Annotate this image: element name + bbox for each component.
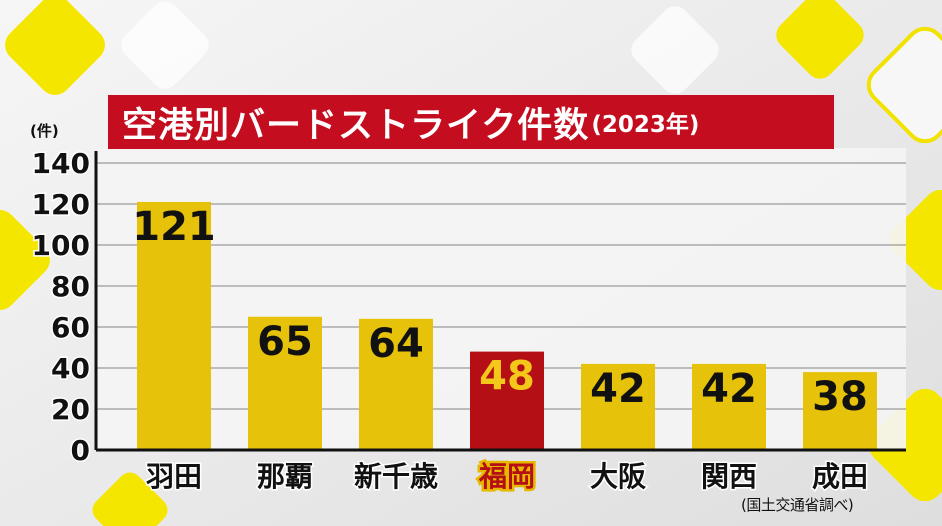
bar xyxy=(359,318,433,450)
y-tick-label: 120 xyxy=(32,188,90,221)
bar xyxy=(470,351,544,450)
y-tick-label: 60 xyxy=(51,311,90,344)
y-axis-ticks: 0 20 40 60 80 100 120 140 xyxy=(30,146,91,469)
bar xyxy=(248,316,322,450)
bar xyxy=(692,363,766,450)
x-category-label: 大阪 xyxy=(590,460,646,493)
bar xyxy=(581,363,655,450)
bar xyxy=(137,201,211,450)
y-tick-label: 0 xyxy=(71,434,90,467)
bar-value-label: 48 xyxy=(479,354,535,400)
y-tick-label: 40 xyxy=(51,352,90,385)
x-axis-labels: 羽田 那覇 新千歳 福岡 大阪 関西 成田 xyxy=(144,458,869,496)
source-note: (国土交通省調べ) xyxy=(741,496,854,514)
chart-title-banner: 空港別バードストライク件数 (2023年) xyxy=(108,95,834,149)
y-tick-label: 140 xyxy=(32,147,90,180)
bar-value-label: 42 xyxy=(590,366,646,412)
bar-value-label: 42 xyxy=(701,366,757,412)
bar-value-label: 121 xyxy=(132,204,216,250)
x-category-label: 那覇 xyxy=(257,460,313,493)
x-category-label: 成田 xyxy=(812,460,868,493)
bars: 121 65 64 48 42 42 38 xyxy=(132,201,877,450)
x-category-label: 羽田 xyxy=(146,460,202,493)
bar-value-label: 38 xyxy=(812,374,868,420)
y-tick-label: 20 xyxy=(51,393,90,426)
bar xyxy=(803,372,877,450)
y-axis-unit-label: (件) xyxy=(30,122,59,140)
chart-title-year: (2023年) xyxy=(591,112,700,138)
chart-title: 空港別バードストライク件数 xyxy=(122,105,590,146)
bar-value-label: 64 xyxy=(368,321,424,367)
x-category-label: 福岡 xyxy=(478,460,535,493)
x-category-label: 関西 xyxy=(701,460,757,493)
x-category-label: 新千歳 xyxy=(354,460,438,493)
y-tick-label: 80 xyxy=(51,270,90,303)
y-tick-label: 100 xyxy=(32,229,90,262)
bar-value-label: 65 xyxy=(257,319,313,365)
